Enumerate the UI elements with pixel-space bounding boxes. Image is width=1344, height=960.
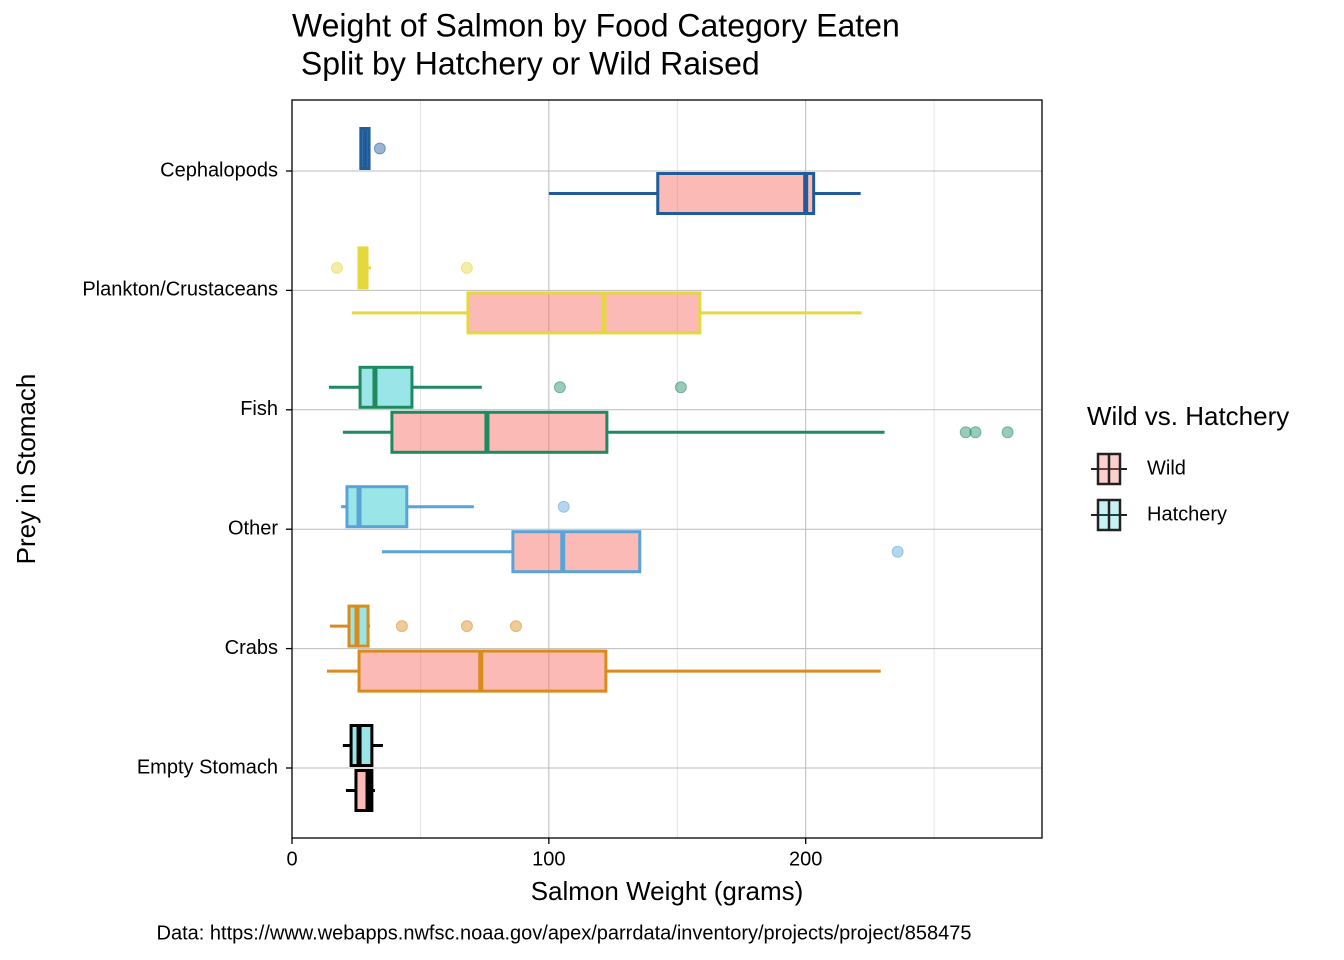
outlier	[557, 500, 570, 513]
x-axis-label: Salmon Weight (grams)	[531, 876, 804, 906]
outlier	[509, 620, 522, 633]
y-tick-label: Crabs	[225, 637, 278, 659]
outlier	[959, 426, 972, 439]
outlier	[395, 620, 408, 633]
legend-label: Hatchery	[1147, 503, 1227, 525]
outlier	[330, 261, 343, 274]
outlier	[553, 381, 566, 394]
outlier	[891, 545, 904, 558]
box	[656, 172, 816, 215]
legend-title: Wild vs. Hatchery	[1087, 401, 1289, 431]
box	[390, 410, 609, 454]
x-tick-label: 200	[789, 848, 822, 870]
outlier	[460, 261, 473, 274]
outlier	[1001, 426, 1014, 439]
y-tick-label: Other	[228, 517, 278, 539]
outlier	[460, 620, 473, 633]
chart-title: Split by Hatchery or Wild Raised	[292, 45, 760, 81]
y-tick-label: Empty Stomach	[137, 756, 278, 778]
x-tick-label: 0	[286, 848, 297, 870]
x-tick-label: 100	[532, 848, 565, 870]
outlier	[969, 426, 982, 439]
y-tick-label: Fish	[240, 398, 278, 420]
box	[466, 291, 702, 335]
legend-label: Wild	[1147, 457, 1186, 479]
y-axis-label: Prey in Stomach	[11, 374, 41, 565]
y-tick-label: Cephalopods	[160, 159, 278, 181]
y-tick-label: Plankton/Crustaceans	[82, 279, 278, 301]
outlier	[373, 142, 386, 155]
plot-border	[291, 99, 1043, 839]
caption: Data: https://www.webapps.nwfsc.noaa.gov…	[157, 922, 972, 944]
outlier	[674, 381, 687, 394]
box	[511, 530, 642, 574]
chart-title: Weight of Salmon by Food Category Eaten	[292, 7, 900, 43]
box	[358, 365, 414, 409]
box	[345, 485, 409, 529]
